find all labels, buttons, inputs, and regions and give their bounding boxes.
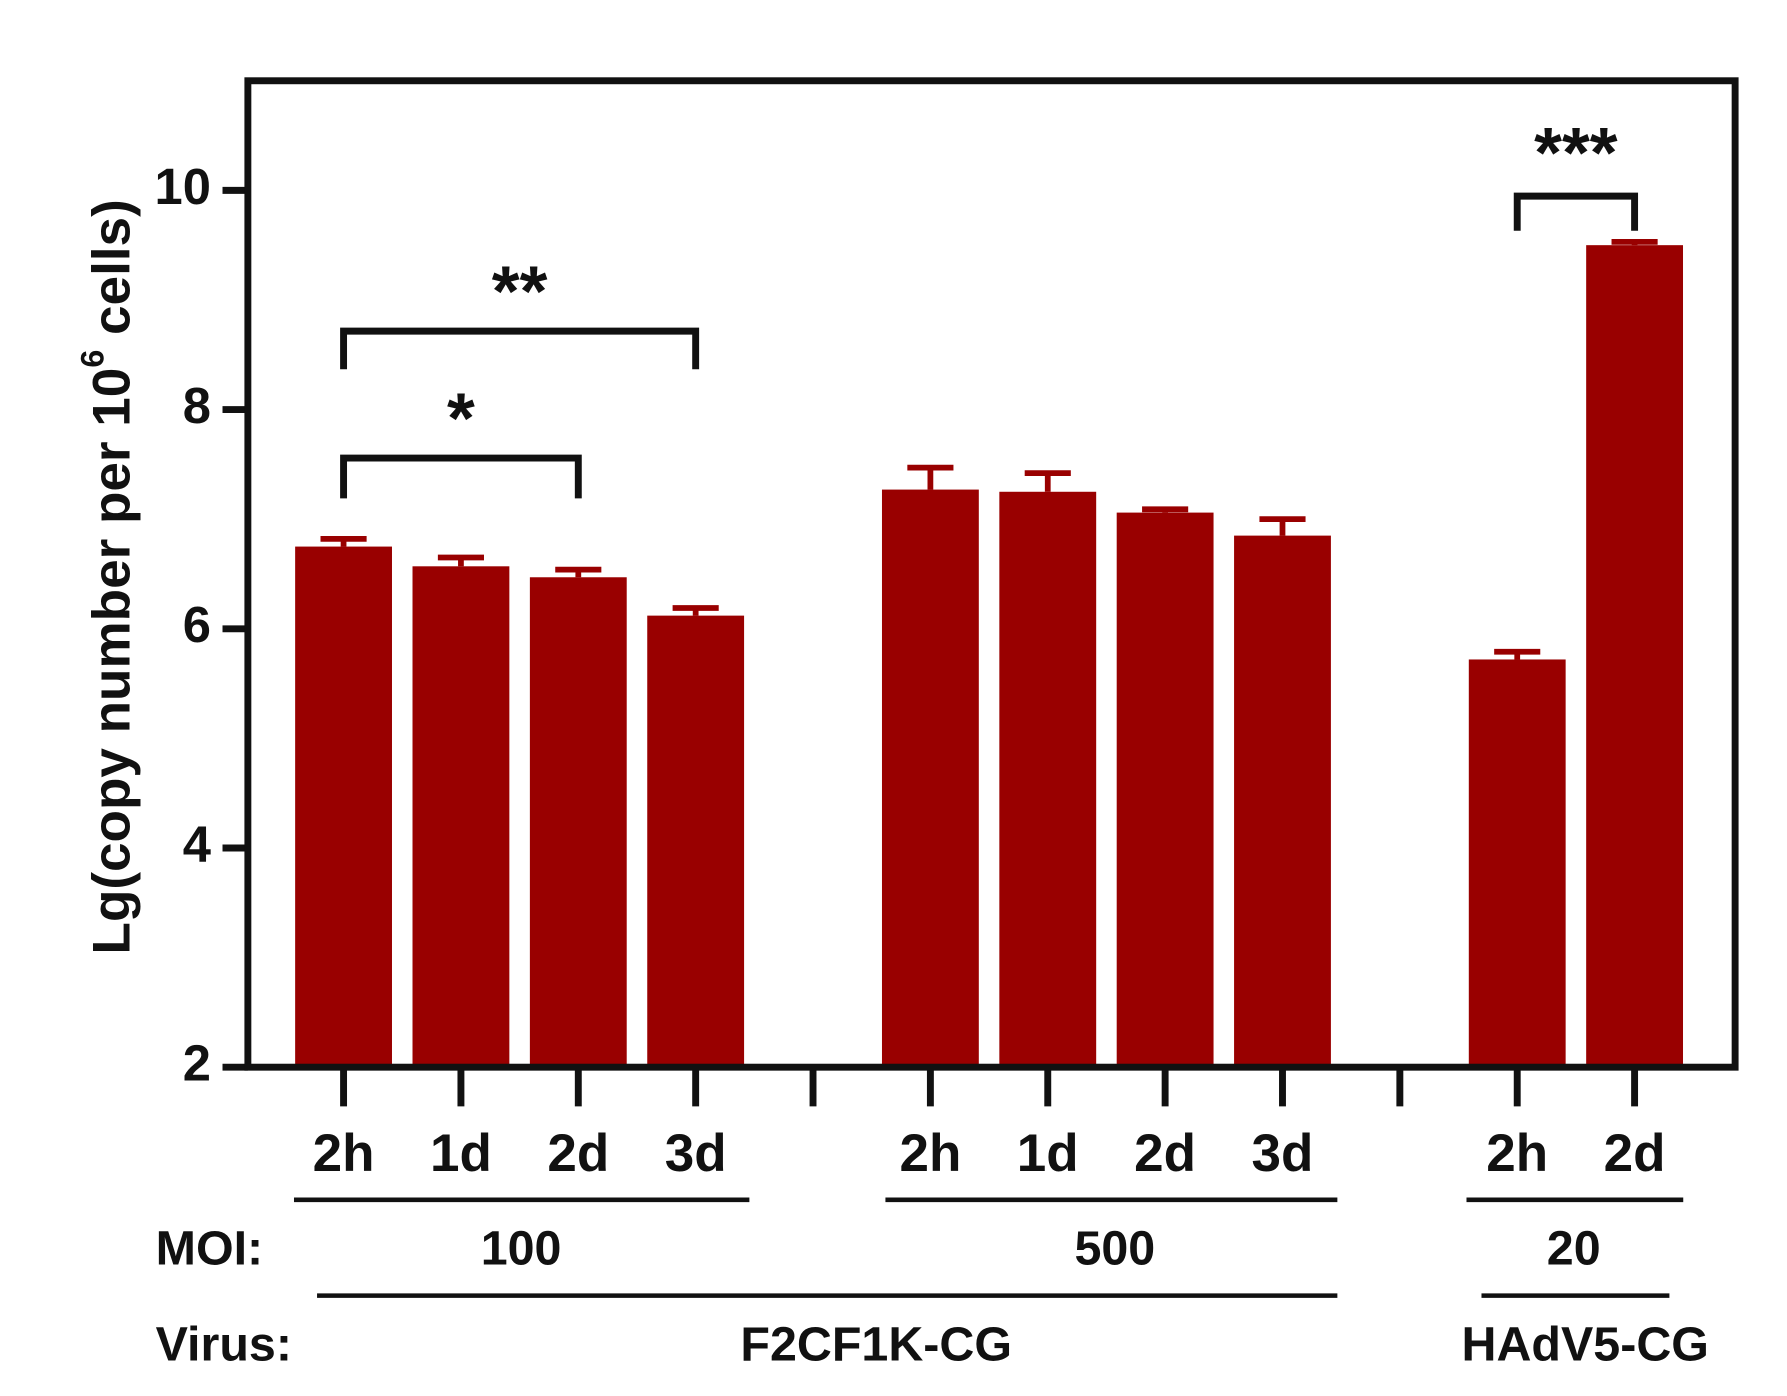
virus-group-label: F2CF1K-CG xyxy=(740,1317,1012,1371)
x-tick-label: 3d xyxy=(665,1124,727,1183)
x-tick-label: 2d xyxy=(1604,1124,1666,1183)
bar xyxy=(647,615,745,1068)
y-tick-label: 4 xyxy=(183,815,211,872)
bar xyxy=(529,577,627,1068)
bar xyxy=(1586,245,1684,1068)
y-axis-label-part: Lg(copy number per 10 xyxy=(82,368,141,955)
significance-label: *** xyxy=(1534,113,1618,193)
significance-label: ** xyxy=(492,251,548,331)
moi-label: MOI: xyxy=(156,1222,264,1276)
y-tick-label: 6 xyxy=(183,596,211,653)
virus-label: Virus: xyxy=(156,1317,292,1371)
significance-label: * xyxy=(447,378,475,458)
bar xyxy=(999,491,1097,1068)
plot-frame xyxy=(244,77,1739,1071)
x-tick-label: 1d xyxy=(430,1124,492,1183)
y-tick-label: 10 xyxy=(155,158,211,215)
y-axis-label: Lg(copy number per 106 cells) xyxy=(74,199,141,954)
bar xyxy=(1468,659,1566,1068)
x-tick-label: 1d xyxy=(1017,1124,1079,1183)
significance-bracket xyxy=(340,454,582,499)
bar xyxy=(295,546,392,1068)
moi-group-label: 100 xyxy=(481,1222,562,1276)
moi-group-label: 500 xyxy=(1074,1222,1155,1276)
y-axis-label-part: cells) xyxy=(82,199,141,349)
x-tick-label: 2d xyxy=(1134,1124,1196,1183)
x-tick-label: 2h xyxy=(899,1124,961,1183)
significance-bracket xyxy=(340,327,700,370)
virus-group-label: HAdV5-CG xyxy=(1462,1317,1709,1371)
x-tick-label: 3d xyxy=(1252,1124,1314,1183)
x-tick-label: 2h xyxy=(1486,1124,1548,1183)
bar xyxy=(881,489,979,1068)
x-tick-label: 2h xyxy=(313,1124,375,1183)
bar xyxy=(1234,535,1331,1068)
y-axis-label-part: 6 xyxy=(74,350,110,368)
moi-group-label: 20 xyxy=(1547,1222,1601,1276)
bar xyxy=(412,566,510,1068)
significance-bracket xyxy=(1513,192,1639,231)
y-tick-label: 2 xyxy=(183,1035,211,1092)
y-tick-label: 8 xyxy=(183,377,211,434)
bar xyxy=(1116,512,1214,1068)
x-tick-label: 2d xyxy=(547,1124,609,1183)
